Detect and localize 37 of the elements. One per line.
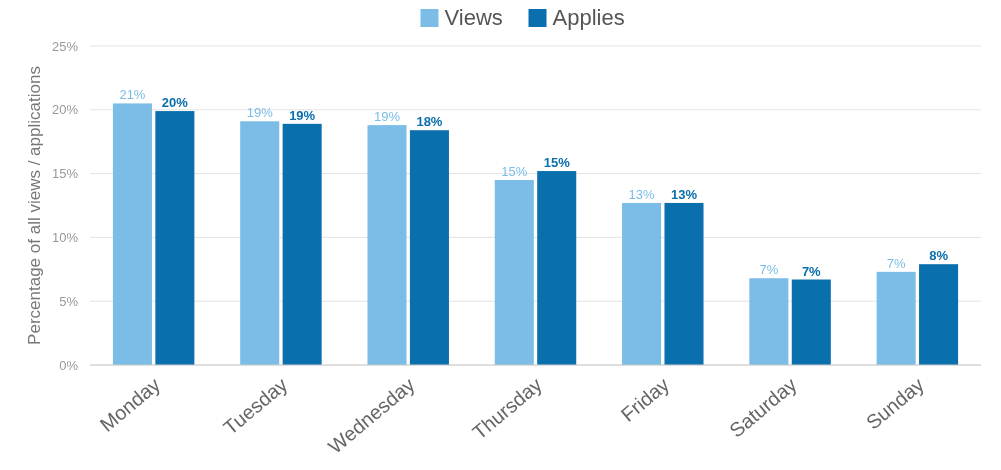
data-label: 19% bbox=[373, 109, 401, 125]
bar bbox=[622, 202, 662, 365]
bar bbox=[749, 278, 789, 365]
bar bbox=[537, 171, 577, 365]
y-tick-label: 5% bbox=[59, 293, 79, 309]
data-label: 18% bbox=[416, 114, 443, 130]
y-tick-label: 10% bbox=[51, 229, 79, 245]
bar bbox=[112, 103, 152, 365]
data-label: 7% bbox=[886, 255, 906, 271]
bar bbox=[494, 179, 534, 365]
data-label: 21% bbox=[119, 87, 146, 103]
y-tick-label: 0% bbox=[59, 357, 79, 373]
data-label: 20% bbox=[161, 95, 189, 111]
data-label: 13% bbox=[670, 186, 698, 202]
bar bbox=[664, 202, 704, 365]
y-axis-title: Percentage of all views / applications bbox=[25, 66, 44, 345]
data-label: 7% bbox=[759, 262, 779, 278]
bar bbox=[409, 130, 449, 365]
bar bbox=[282, 123, 322, 365]
bar bbox=[919, 264, 959, 365]
y-tick-label: 25% bbox=[51, 38, 79, 54]
bar bbox=[240, 121, 280, 365]
y-tick-label: 20% bbox=[51, 102, 79, 118]
data-label: 13% bbox=[628, 186, 656, 202]
data-label: 19% bbox=[246, 105, 274, 121]
legend-label: Applies bbox=[552, 5, 625, 30]
legend-label: Views bbox=[444, 5, 503, 30]
data-label: 15% bbox=[501, 163, 528, 179]
bar bbox=[791, 279, 831, 365]
y-tick-label: 15% bbox=[51, 166, 79, 182]
data-label: 19% bbox=[289, 107, 316, 123]
data-label: 7% bbox=[801, 263, 822, 279]
bar bbox=[367, 125, 407, 365]
data-label: 8% bbox=[929, 248, 949, 264]
data-label: 15% bbox=[543, 155, 571, 171]
bar bbox=[155, 111, 195, 365]
bar bbox=[876, 271, 916, 365]
